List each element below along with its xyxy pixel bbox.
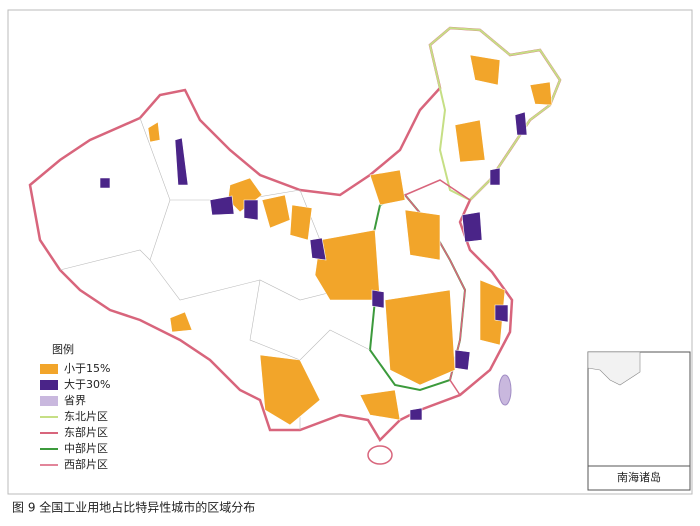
city-high <box>243 199 259 221</box>
city-high <box>461 211 483 243</box>
city-high <box>514 111 528 136</box>
inset: 南海诸岛 <box>587 351 691 491</box>
legend-label: 西部片区 <box>64 457 108 471</box>
city-low <box>359 389 401 421</box>
legend-label: 东部片区 <box>64 425 108 439</box>
city-low <box>404 209 441 261</box>
legend-swatch <box>40 380 58 390</box>
city-low <box>147 121 161 143</box>
northeast-region <box>428 26 562 202</box>
city-low <box>261 194 291 229</box>
city-high <box>99 177 111 189</box>
city-high <box>489 167 501 186</box>
city-high <box>174 137 189 186</box>
legend-label: 东北片区 <box>64 410 108 423</box>
legend-label: 大于30% <box>64 377 110 391</box>
inset-label-box <box>587 465 691 491</box>
city-low <box>529 81 553 106</box>
legend-swatch <box>40 396 58 406</box>
legend-label: 小于15% <box>64 362 110 375</box>
city-low <box>169 311 193 333</box>
hainan <box>367 445 393 465</box>
legend-label: 省界 <box>64 394 86 407</box>
inset-label: 南海诸岛 <box>617 470 661 484</box>
city-low <box>479 279 506 346</box>
legend-title: 图例 <box>52 342 74 356</box>
legend-swatch <box>40 364 58 374</box>
city-low <box>454 119 486 163</box>
inset-coast <box>587 351 641 386</box>
city-low <box>259 354 321 426</box>
city-low <box>369 169 406 206</box>
legend-label: 中部片区 <box>64 441 108 455</box>
caption: 图 9 全国工业用地占比特异性城市的区域分布 <box>12 500 255 515</box>
city-low <box>314 229 381 301</box>
city-high <box>309 237 327 261</box>
city-high <box>371 289 385 309</box>
taiwan <box>498 374 512 406</box>
city-low <box>469 54 501 86</box>
map <box>28 26 562 465</box>
city-high <box>454 349 471 371</box>
east-region <box>403 179 513 397</box>
city-low <box>289 204 313 241</box>
city-low <box>384 289 456 386</box>
city-high <box>209 195 235 216</box>
city-high <box>409 407 423 421</box>
city-high <box>494 304 509 323</box>
